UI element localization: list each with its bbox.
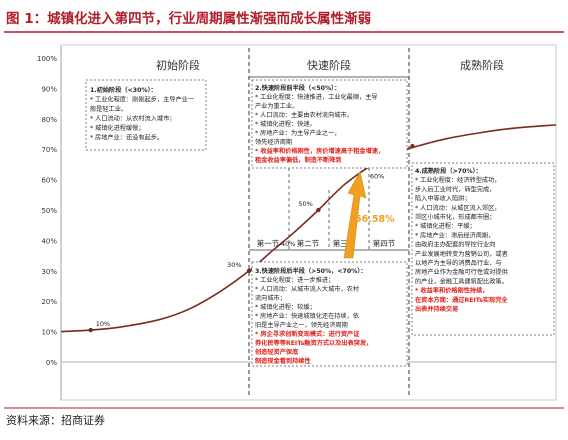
- figure-source: 资料来源：招商证券: [6, 413, 105, 427]
- box-line: 的产业，金融工具建筑配比政策。: [415, 277, 508, 285]
- data-point: [410, 143, 415, 149]
- section-label-2: 第二节: [297, 238, 320, 248]
- box-mature-text: 4.成熟阶段（>70%）：* 工业化程度：经济转型成功， 步入后工业时代，转型完…: [415, 167, 508, 313]
- highlight-label: 56.58%: [355, 214, 395, 225]
- box-line: 3.快速阶段后半段（>50%，<70%）：: [255, 267, 367, 275]
- box-line: 产业发展地转变为营销公司，或者: [415, 250, 508, 258]
- series-line: [60, 124, 557, 333]
- box-emphasis-line: * 收益率和价格刚性持续，: [415, 287, 488, 295]
- box-line: 2.快速阶段前半段（<50%）：: [255, 84, 340, 92]
- section-point-label: 40%: [281, 240, 295, 248]
- y-tick-label: 70%: [41, 146, 57, 154]
- y-tick-label: 80%: [41, 116, 57, 124]
- box-mature-frame: [411, 162, 555, 336]
- box-line: * 人口流动：从城市流入大城市，农村: [255, 285, 359, 293]
- phase-label-fast: 快速阶段: [307, 58, 351, 72]
- box-line: 领先经济周期: [255, 138, 292, 146]
- y-tick-label: 10%: [41, 329, 57, 337]
- box-line: 产业为重工业。: [255, 102, 298, 110]
- data-label: 50%: [298, 200, 312, 208]
- box-initial-frame: [85, 79, 207, 151]
- box-fast-second-text: 3.快速阶段后半段（>50%，<70%）：* 工业化程度：进一步推进；* 人口流…: [254, 267, 372, 365]
- box-line: * 工业化程度：进一步推进；: [255, 276, 334, 284]
- box-fast-first-text: 2.快速阶段前半段（<50%）：* 工业化程度：快速推进，工业化最顺，主导 产业…: [255, 84, 384, 164]
- box-line: * 人口流动：从城区流入郊区，: [415, 204, 501, 212]
- box-emphasis-line: 券化民等等REITs融资方式以及出表突发，: [254, 339, 372, 347]
- data-label: 10%: [96, 320, 110, 328]
- data-point: [246, 268, 252, 273]
- box-line: * 房地产业：还没有起步。: [90, 134, 163, 142]
- box-line: * 城镇化进程：快速。: [255, 120, 316, 128]
- data-point: [316, 207, 321, 213]
- arrow-shape: [343, 171, 367, 259]
- box-line: 郊区小城市化，形成都市圈；: [415, 213, 495, 221]
- y-tick-label: 50%: [41, 207, 57, 215]
- y-tick-labels: 0% 10% 20% 30% 40% 50% 60% 70% 80% 90% 100%: [37, 55, 57, 367]
- box-line: 由政府主办配套的导控行业向: [415, 241, 495, 249]
- box-line: 步入后工业时代，转型完成，: [415, 185, 495, 193]
- box-line: 房地产业作为金融可行性或对提供: [415, 268, 508, 276]
- box-line: 陷入中等收入陷阱；: [415, 195, 471, 203]
- box-initial: 1.初始阶段（<30%）： * 工业化程度：刚刚起步，主导产业一 般是轻工业。 * …: [85, 79, 207, 151]
- box-line: * 人口流动：主要由农村流向城市。: [255, 111, 353, 119]
- section-label-4: 第四节: [373, 238, 396, 248]
- y-tick-label: 30%: [41, 268, 57, 276]
- y-tick-label: 0%: [46, 359, 57, 367]
- phase-label-mature: 成熟阶段: [460, 58, 504, 72]
- box-emphasis-line: * 房企寻求创新变现模式：进行资产证: [255, 330, 360, 338]
- box-line: * 城镇化进程缓慢；: [90, 124, 145, 132]
- y-tick-label: 90%: [41, 85, 57, 93]
- box-line: * 房地产业：滞后经济周期，: [415, 231, 494, 239]
- box-emphasis-line: 租金收益率偏低，制造不断降到: [255, 156, 342, 164]
- box-fast-second: 3.快速阶段后半段（>50%，<70%）：* 工业化程度：进一步推进；* 人口流…: [251, 261, 408, 367]
- data-label: 60%: [370, 172, 384, 180]
- box-line: * 工业化程度：经济转型成功，: [415, 176, 501, 184]
- box-line: * 房地产业：快速城镇化还在持续，依: [255, 312, 359, 320]
- y-tick-label: 60%: [41, 177, 57, 185]
- box-line: 1.初始阶段（<30%）：: [90, 86, 157, 94]
- box-line: * 工业化程度：刚刚起步，主导产业一: [90, 96, 194, 104]
- box-line: 以地产为主导的消费品行业、与: [415, 259, 502, 267]
- box-line: 4.成熟阶段（>70%）：: [415, 167, 482, 175]
- y-tick-label: 40%: [41, 237, 57, 245]
- box-emphasis-line: 在资本方面：通过REITs实现完全: [415, 296, 508, 304]
- box-line: * 工业化程度：快速推进，工业化最顺，主导: [255, 93, 378, 101]
- box-mature: 4.成熟阶段（>70%）：* 工业化程度：经济转型成功， 步入后工业时代，转型完…: [411, 162, 555, 336]
- y-tick-label: 100%: [37, 55, 57, 63]
- section-label-1: 第一节: [257, 238, 280, 248]
- data-label: 30%: [227, 261, 241, 269]
- box-line: * 房地产业：为主导产业之一，: [255, 129, 341, 137]
- box-line: 旧是主导产业之一，领先经济周期: [255, 321, 348, 329]
- highlight-arrow: 56.58%: [343, 171, 395, 259]
- box-fast-second-frame: [251, 261, 408, 367]
- y-tick-label: 20%: [41, 298, 57, 306]
- box-line: * 人口流动：从农村流入城市；: [90, 115, 176, 123]
- plot-area: 0% 10% 20% 30% 40% 50% 60% 70% 80% 90% 100%: [37, 44, 557, 401]
- box-emphasis-line: 出表并持续交易: [415, 305, 458, 313]
- box-fast-first-frame: [251, 79, 408, 169]
- figure-title: 图 1：城镇化进入第四节，行业周期属性渐强而成长属性渐弱: [6, 10, 371, 27]
- box-line: * 城镇化进程：平缓；: [415, 222, 476, 230]
- box-emphasis-line: 创造轻资产保底: [254, 348, 299, 356]
- box-fast-first: 2.快速阶段前半段（<50%）：* 工业化程度：快速推进，工业化最顺，主导 产业…: [251, 79, 408, 169]
- box-line: 般是轻工业。: [90, 105, 127, 113]
- box-initial-text: 1.初始阶段（<30%）： * 工业化程度：刚刚起步，主导产业一 般是轻工业。 * …: [90, 86, 194, 142]
- box-emphasis-line: * 收益率和价格刚性，房价增速高于租金增速，: [255, 147, 384, 155]
- box-line: 流向城市；: [255, 294, 286, 302]
- data-point: [88, 327, 93, 333]
- section-label-3: 第三节: [333, 238, 356, 248]
- phase-label-initial: 初始阶段: [156, 58, 200, 72]
- box-emphasis-line: 制造现金看到持续性: [255, 357, 311, 365]
- box-line: * 城镇化进程：较缓；: [255, 303, 316, 311]
